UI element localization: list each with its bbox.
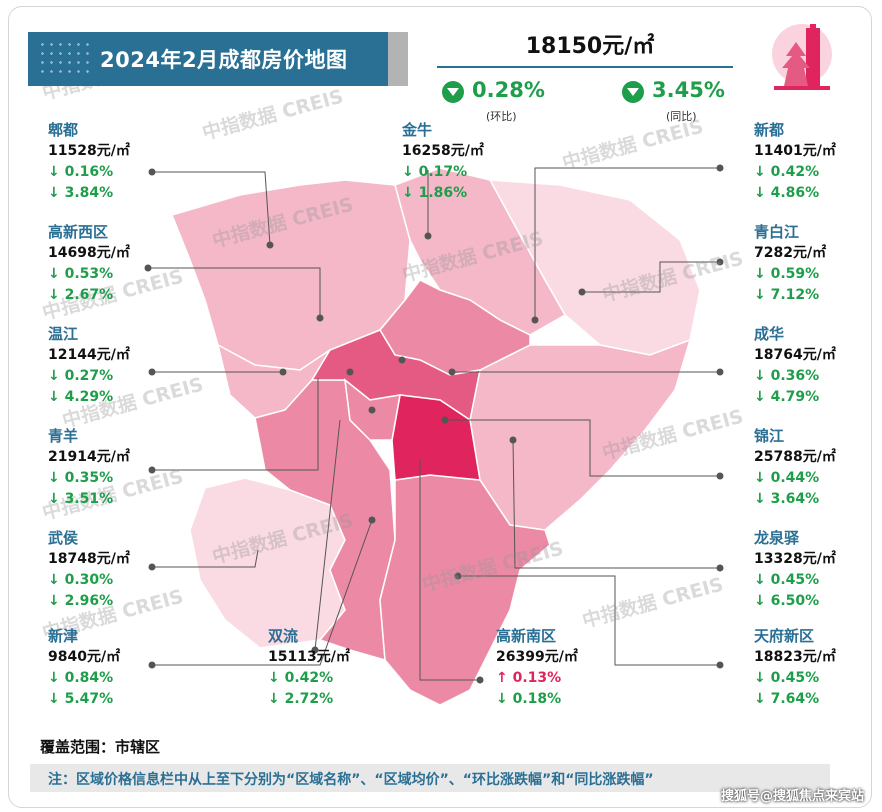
- note-bar: 注：区域价格信息栏中从上至下分别为“区域名称”、“区域均价”、“环比涨跌幅”和“…: [30, 764, 830, 792]
- district-yoy: ↓ 4.86%: [754, 185, 820, 201]
- district-name: 新都: [754, 121, 785, 139]
- leader-dots: [144, 164, 724, 684]
- district-mom: ↓ 0.44%: [754, 470, 820, 486]
- district-yoy: ↓ 2.96%: [48, 593, 114, 609]
- district-yoy: ↓ 3.51%: [48, 491, 114, 507]
- district-qingbaijiang: 青白江 7282元/㎡ ↓ 0.59% ↓ 7.12%: [754, 222, 882, 306]
- district-yoy: ↓ 5.47%: [48, 691, 114, 707]
- district-pidu: 郫都 11528元/㎡ ↓ 0.16% ↓ 3.84%: [48, 120, 178, 204]
- page-title: 2024年2月成都房价地图: [100, 48, 348, 72]
- average-price: 18150元/㎡: [525, 34, 655, 59]
- district-price: 26399元/㎡: [496, 649, 578, 665]
- district-price: 14698元/㎡: [48, 245, 130, 261]
- district-xinjin: 新津 9840元/㎡ ↓ 0.84% ↓ 5.47%: [48, 626, 178, 710]
- average-divider: [437, 66, 733, 68]
- district-price: 25788元/㎡: [754, 449, 836, 465]
- district-wuhou: 武侯 18748元/㎡ ↓ 0.30% ↓ 2.96%: [48, 528, 178, 612]
- district-yoy: ↓ 7.12%: [754, 287, 820, 303]
- district-yoy: ↓ 4.79%: [754, 389, 820, 405]
- district-mom: ↓ 0.35%: [48, 470, 114, 486]
- district-name: 青羊: [48, 427, 79, 445]
- district-mom: ↓ 0.17%: [402, 164, 468, 180]
- district-price: 15113元/㎡: [268, 649, 350, 665]
- district-yoy: ↓ 1.86%: [402, 185, 468, 201]
- district-price: 12144元/㎡: [48, 347, 130, 363]
- district-yoy: ↓ 3.84%: [48, 185, 114, 201]
- district-name: 高新西区: [48, 223, 109, 241]
- down-arrow-icon: [442, 81, 464, 103]
- district-wenjiang: 温江 12144元/㎡ ↓ 0.27% ↓ 4.29%: [48, 324, 178, 408]
- district-jinniu: 金牛 16258元/㎡ ↓ 0.17% ↓ 1.86%: [402, 120, 532, 204]
- district-mom: ↓ 0.30%: [48, 572, 114, 588]
- average-yoy-value: 3.45%: [652, 78, 725, 102]
- average-mom-label: (环比): [486, 110, 517, 123]
- dot-grid-decoration: [38, 40, 92, 78]
- average-yoy-label: (同比): [666, 110, 697, 123]
- district-mom: ↓ 0.45%: [754, 572, 820, 588]
- district-jinjiang: 锦江 25788元/㎡ ↓ 0.44% ↓ 3.64%: [754, 426, 882, 510]
- district-price: 16258元/㎡: [402, 143, 484, 159]
- district-yoy: ↓ 2.72%: [268, 691, 334, 707]
- district-tianfu: 天府新区 18823元/㎡ ↓ 0.45% ↓ 7.64%: [754, 626, 882, 710]
- district-name: 双流: [268, 627, 299, 645]
- district-yoy: ↓ 3.64%: [754, 491, 820, 507]
- district-name: 金牛: [402, 121, 433, 139]
- attribution: 搜狐号@搜狐焦点来宾站: [720, 789, 864, 804]
- district-name: 青白江: [754, 223, 800, 241]
- district-mom: ↓ 0.59%: [754, 266, 820, 282]
- district-yoy: ↓ 7.64%: [754, 691, 820, 707]
- district-name: 新津: [48, 627, 79, 645]
- district-name: 成华: [754, 325, 785, 343]
- district-yoy: ↓ 0.18%: [496, 691, 562, 707]
- district-mom: ↓ 0.16%: [48, 164, 114, 180]
- district-price: 11528元/㎡: [48, 143, 130, 159]
- district-gaoxinnan: 高新南区 26399元/㎡ ↑ 0.13% ↓ 0.18%: [496, 626, 626, 710]
- title-accent: [388, 32, 408, 86]
- district-mom: ↑ 0.13%: [496, 670, 562, 686]
- district-mom: ↓ 0.42%: [754, 164, 820, 180]
- district-mom: ↓ 0.53%: [48, 266, 114, 282]
- district-yoy: ↓ 4.29%: [48, 389, 114, 405]
- average-mom-value: 0.28%: [472, 78, 545, 102]
- district-xindu: 新都 11401元/㎡ ↓ 0.42% ↓ 4.86%: [754, 120, 882, 204]
- district-mom: ↓ 0.42%: [268, 670, 334, 686]
- title-banner: 2024年2月成都房价地图: [28, 32, 388, 86]
- district-name: 高新南区: [496, 627, 557, 645]
- district-name: 锦江: [754, 427, 785, 445]
- region-xinjin: [189, 477, 346, 649]
- district-name: 温江: [48, 325, 79, 343]
- district-name: 龙泉驿: [754, 529, 800, 547]
- district-chenghua: 成华 18764元/㎡ ↓ 0.36% ↓ 4.79%: [754, 324, 882, 408]
- district-price: 11401元/㎡: [754, 143, 836, 159]
- district-price: 9840元/㎡: [48, 649, 121, 665]
- district-mom: ↓ 0.27%: [48, 368, 114, 384]
- district-mom: ↓ 0.84%: [48, 670, 114, 686]
- district-name: 武侯: [48, 529, 79, 547]
- district-price: 7282元/㎡: [754, 245, 827, 261]
- leader-lines: [148, 167, 720, 681]
- district-mom: ↓ 0.36%: [754, 368, 820, 384]
- district-price: 18823元/㎡: [754, 649, 836, 665]
- district-longquanyi: 龙泉驿 13328元/㎡ ↓ 0.45% ↓ 6.50%: [754, 528, 882, 612]
- district-name: 天府新区: [754, 627, 815, 645]
- district-gaoxinxi: 高新西区 14698元/㎡ ↓ 0.53% ↓ 2.67%: [48, 222, 178, 306]
- district-mom: ↓ 0.45%: [754, 670, 820, 686]
- district-price: 18764元/㎡: [754, 347, 836, 363]
- district-yoy: ↓ 2.67%: [48, 287, 114, 303]
- coverage-text: 覆盖范围：市辖区: [40, 738, 161, 756]
- down-arrow-icon: [622, 81, 644, 103]
- note-text: 注：区域价格信息栏中从上至下分别为“区域名称”、“区域均价”、“环比涨跌幅”和“…: [48, 772, 654, 788]
- district-price: 21914元/㎡: [48, 449, 130, 465]
- district-shuangliu: 双流 15113元/㎡ ↓ 0.42% ↓ 2.72%: [268, 626, 398, 710]
- district-yoy: ↓ 6.50%: [754, 593, 820, 609]
- district-price: 18748元/㎡: [48, 551, 130, 567]
- district-qingyang: 青羊 21914元/㎡ ↓ 0.35% ↓ 3.51%: [48, 426, 178, 510]
- district-price: 13328元/㎡: [754, 551, 836, 567]
- region-jinjiang-gaoxinnan: [391, 394, 481, 481]
- region-tianfu: [379, 474, 551, 706]
- city-tower-icon: [772, 24, 832, 90]
- district-name: 郫都: [48, 121, 79, 139]
